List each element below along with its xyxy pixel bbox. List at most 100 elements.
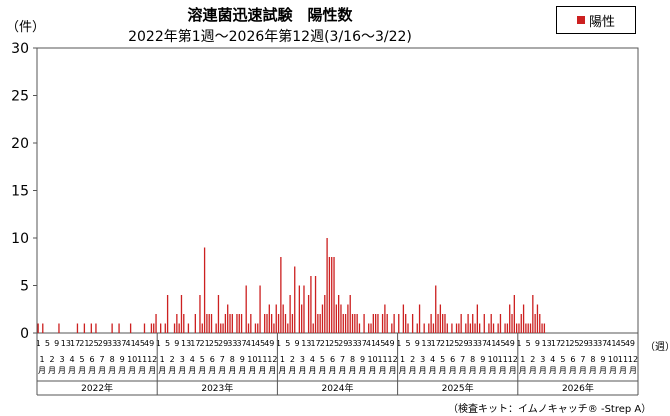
week-tick-label: 29 [218, 339, 228, 348]
month-label-number: 4 [550, 355, 555, 364]
month-label-number: 8 [230, 355, 235, 364]
month-label-number: 9 [480, 355, 485, 364]
week-tick-label: 33 [227, 339, 237, 348]
month-label-suffix: 月 [599, 366, 607, 375]
month-label-number: 7 [580, 355, 585, 364]
bar [474, 323, 476, 333]
bar [95, 323, 97, 333]
week-tick-label: 21 [320, 339, 330, 348]
bar [356, 314, 358, 333]
month-label-number: 9 [240, 355, 245, 364]
bar [312, 323, 314, 333]
bar [504, 323, 506, 333]
week-tick-label: 49 [505, 339, 515, 348]
month-label-suffix: 月 [258, 366, 266, 375]
month-label-suffix: 月 [58, 366, 66, 375]
week-tick-label: 33 [468, 339, 478, 348]
bar [435, 285, 437, 333]
month-label-suffix: 月 [148, 366, 156, 375]
bar [238, 314, 240, 333]
month-label-suffix: 月 [479, 366, 487, 375]
month-label-suffix: 月 [409, 366, 417, 375]
month-label-number: 5 [320, 355, 325, 364]
bar [176, 314, 178, 333]
bar [377, 314, 379, 333]
bar [259, 285, 261, 333]
bar [398, 314, 400, 333]
week-tick-label: 41 [486, 339, 496, 348]
bar [76, 323, 79, 333]
month-label-number: 7 [340, 355, 345, 364]
bar [492, 323, 495, 333]
bar [543, 323, 546, 333]
bar [368, 323, 370, 333]
month-label-number: 1 [400, 355, 405, 364]
week-tick-label: 25 [89, 339, 99, 348]
month-label-suffix: 月 [569, 366, 577, 375]
month-label-number: 1 [39, 355, 44, 364]
week-tick-label: 29 [458, 339, 468, 348]
bar [291, 314, 294, 333]
month-label-suffix: 月 [98, 366, 106, 375]
month-label-number: 5 [560, 355, 565, 364]
week-tick-label: 29 [338, 339, 348, 348]
week-tick-label: 1 [396, 339, 401, 348]
month-label-number: 3 [540, 355, 545, 364]
month-label-number: 10 [247, 355, 257, 364]
bar [58, 323, 60, 333]
bar [423, 323, 425, 333]
year-label: 2025年 [442, 382, 474, 394]
bar [520, 314, 522, 333]
y-tick-label: 10 [11, 231, 29, 247]
month-label-suffix: 月 [268, 366, 276, 375]
week-tick-label: 13 [542, 339, 552, 348]
week-tick-label: 5 [285, 339, 290, 348]
bar [268, 304, 270, 333]
month-label-number: 4 [310, 355, 315, 364]
bar [527, 323, 529, 333]
bar [490, 314, 492, 333]
bar [340, 304, 342, 333]
month-label-suffix: 月 [308, 366, 316, 375]
bar [488, 323, 490, 333]
bar [511, 314, 513, 333]
month-label-number: 10 [488, 355, 498, 364]
bar [428, 323, 430, 333]
week-tick-label: 45 [616, 339, 626, 348]
month-label-number: 1 [280, 355, 285, 364]
month-label-number: 9 [360, 355, 365, 364]
bar [358, 323, 361, 333]
bar [386, 314, 388, 333]
week-tick-label: 21 [440, 339, 450, 348]
bar [407, 323, 409, 333]
week-tick-label: 45 [375, 339, 385, 348]
week-tick-label: 37 [477, 339, 487, 348]
month-label-suffix: 月 [369, 366, 377, 375]
bar [155, 314, 157, 333]
bar [525, 323, 527, 333]
bar [164, 323, 166, 333]
month-label-suffix: 月 [108, 366, 116, 375]
month-label-number: 12 [628, 355, 638, 364]
bar [307, 295, 310, 333]
bar [391, 323, 393, 333]
chart-subtitle: 2022年第1週〜2026年第12週(3/16〜3/22) [128, 29, 412, 45]
month-label-suffix: 月 [429, 366, 437, 375]
legend-swatch [576, 16, 585, 24]
month-label-suffix: 月 [469, 366, 477, 375]
bar [289, 295, 291, 333]
bar [201, 323, 203, 333]
week-tick-label: 25 [569, 339, 579, 348]
bar [83, 323, 86, 333]
month-label-number: 8 [110, 355, 115, 364]
month-label-number: 3 [59, 355, 64, 364]
bar [42, 323, 44, 333]
week-tick-label: 37 [357, 339, 367, 348]
bar [229, 314, 231, 333]
week-tick-label: 21 [79, 339, 89, 348]
month-label-suffix: 月 [248, 366, 256, 375]
bar [374, 314, 377, 333]
bar [331, 257, 333, 333]
x-axis-unit: （週） [645, 342, 670, 353]
month-label-number: 3 [420, 355, 425, 364]
